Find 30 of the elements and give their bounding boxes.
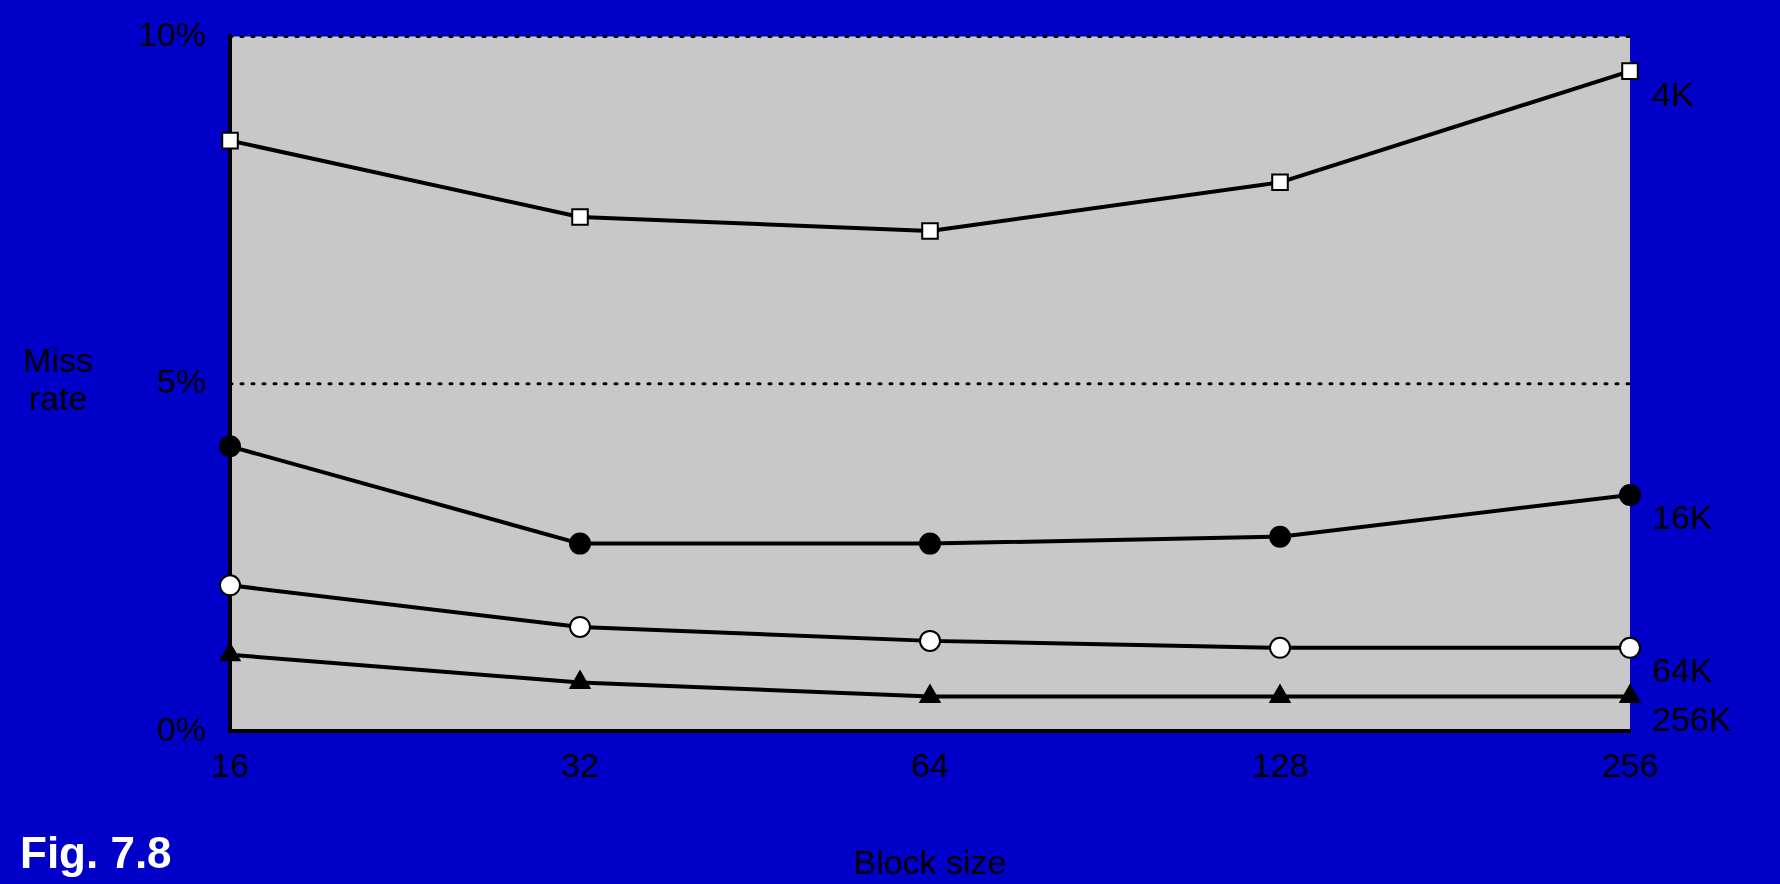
y-axis-title: Miss rate xyxy=(23,341,93,418)
y-tick-label: 0% xyxy=(156,709,206,748)
series-label: 16K xyxy=(1652,498,1713,537)
point xyxy=(569,615,591,638)
point xyxy=(919,532,941,555)
point xyxy=(221,131,239,150)
x-tick-label: 32 xyxy=(561,745,599,784)
point xyxy=(569,532,591,555)
point xyxy=(219,435,241,458)
caption: Fig. 7.8 xyxy=(20,828,172,878)
x-axis-title: Block size xyxy=(853,843,1007,882)
point xyxy=(1619,483,1641,506)
y-tick-label: 5% xyxy=(156,362,206,401)
x-tick-label: 128 xyxy=(1251,745,1309,784)
point xyxy=(1621,62,1639,80)
point xyxy=(1619,636,1641,659)
point xyxy=(1269,636,1291,659)
point xyxy=(919,629,941,652)
point xyxy=(921,222,939,240)
x-tick-label: 64 xyxy=(911,745,949,784)
series-label: 4K xyxy=(1652,74,1694,113)
series-label: 256K xyxy=(1652,699,1732,738)
x-tick-label: 256 xyxy=(1601,745,1659,784)
x-tick-label: 16 xyxy=(211,745,249,784)
point xyxy=(571,208,589,226)
y-tick-label: 10% xyxy=(137,14,206,53)
series-label: 64K xyxy=(1652,651,1713,690)
point xyxy=(1269,525,1291,548)
point xyxy=(1271,173,1289,192)
point xyxy=(219,574,241,597)
